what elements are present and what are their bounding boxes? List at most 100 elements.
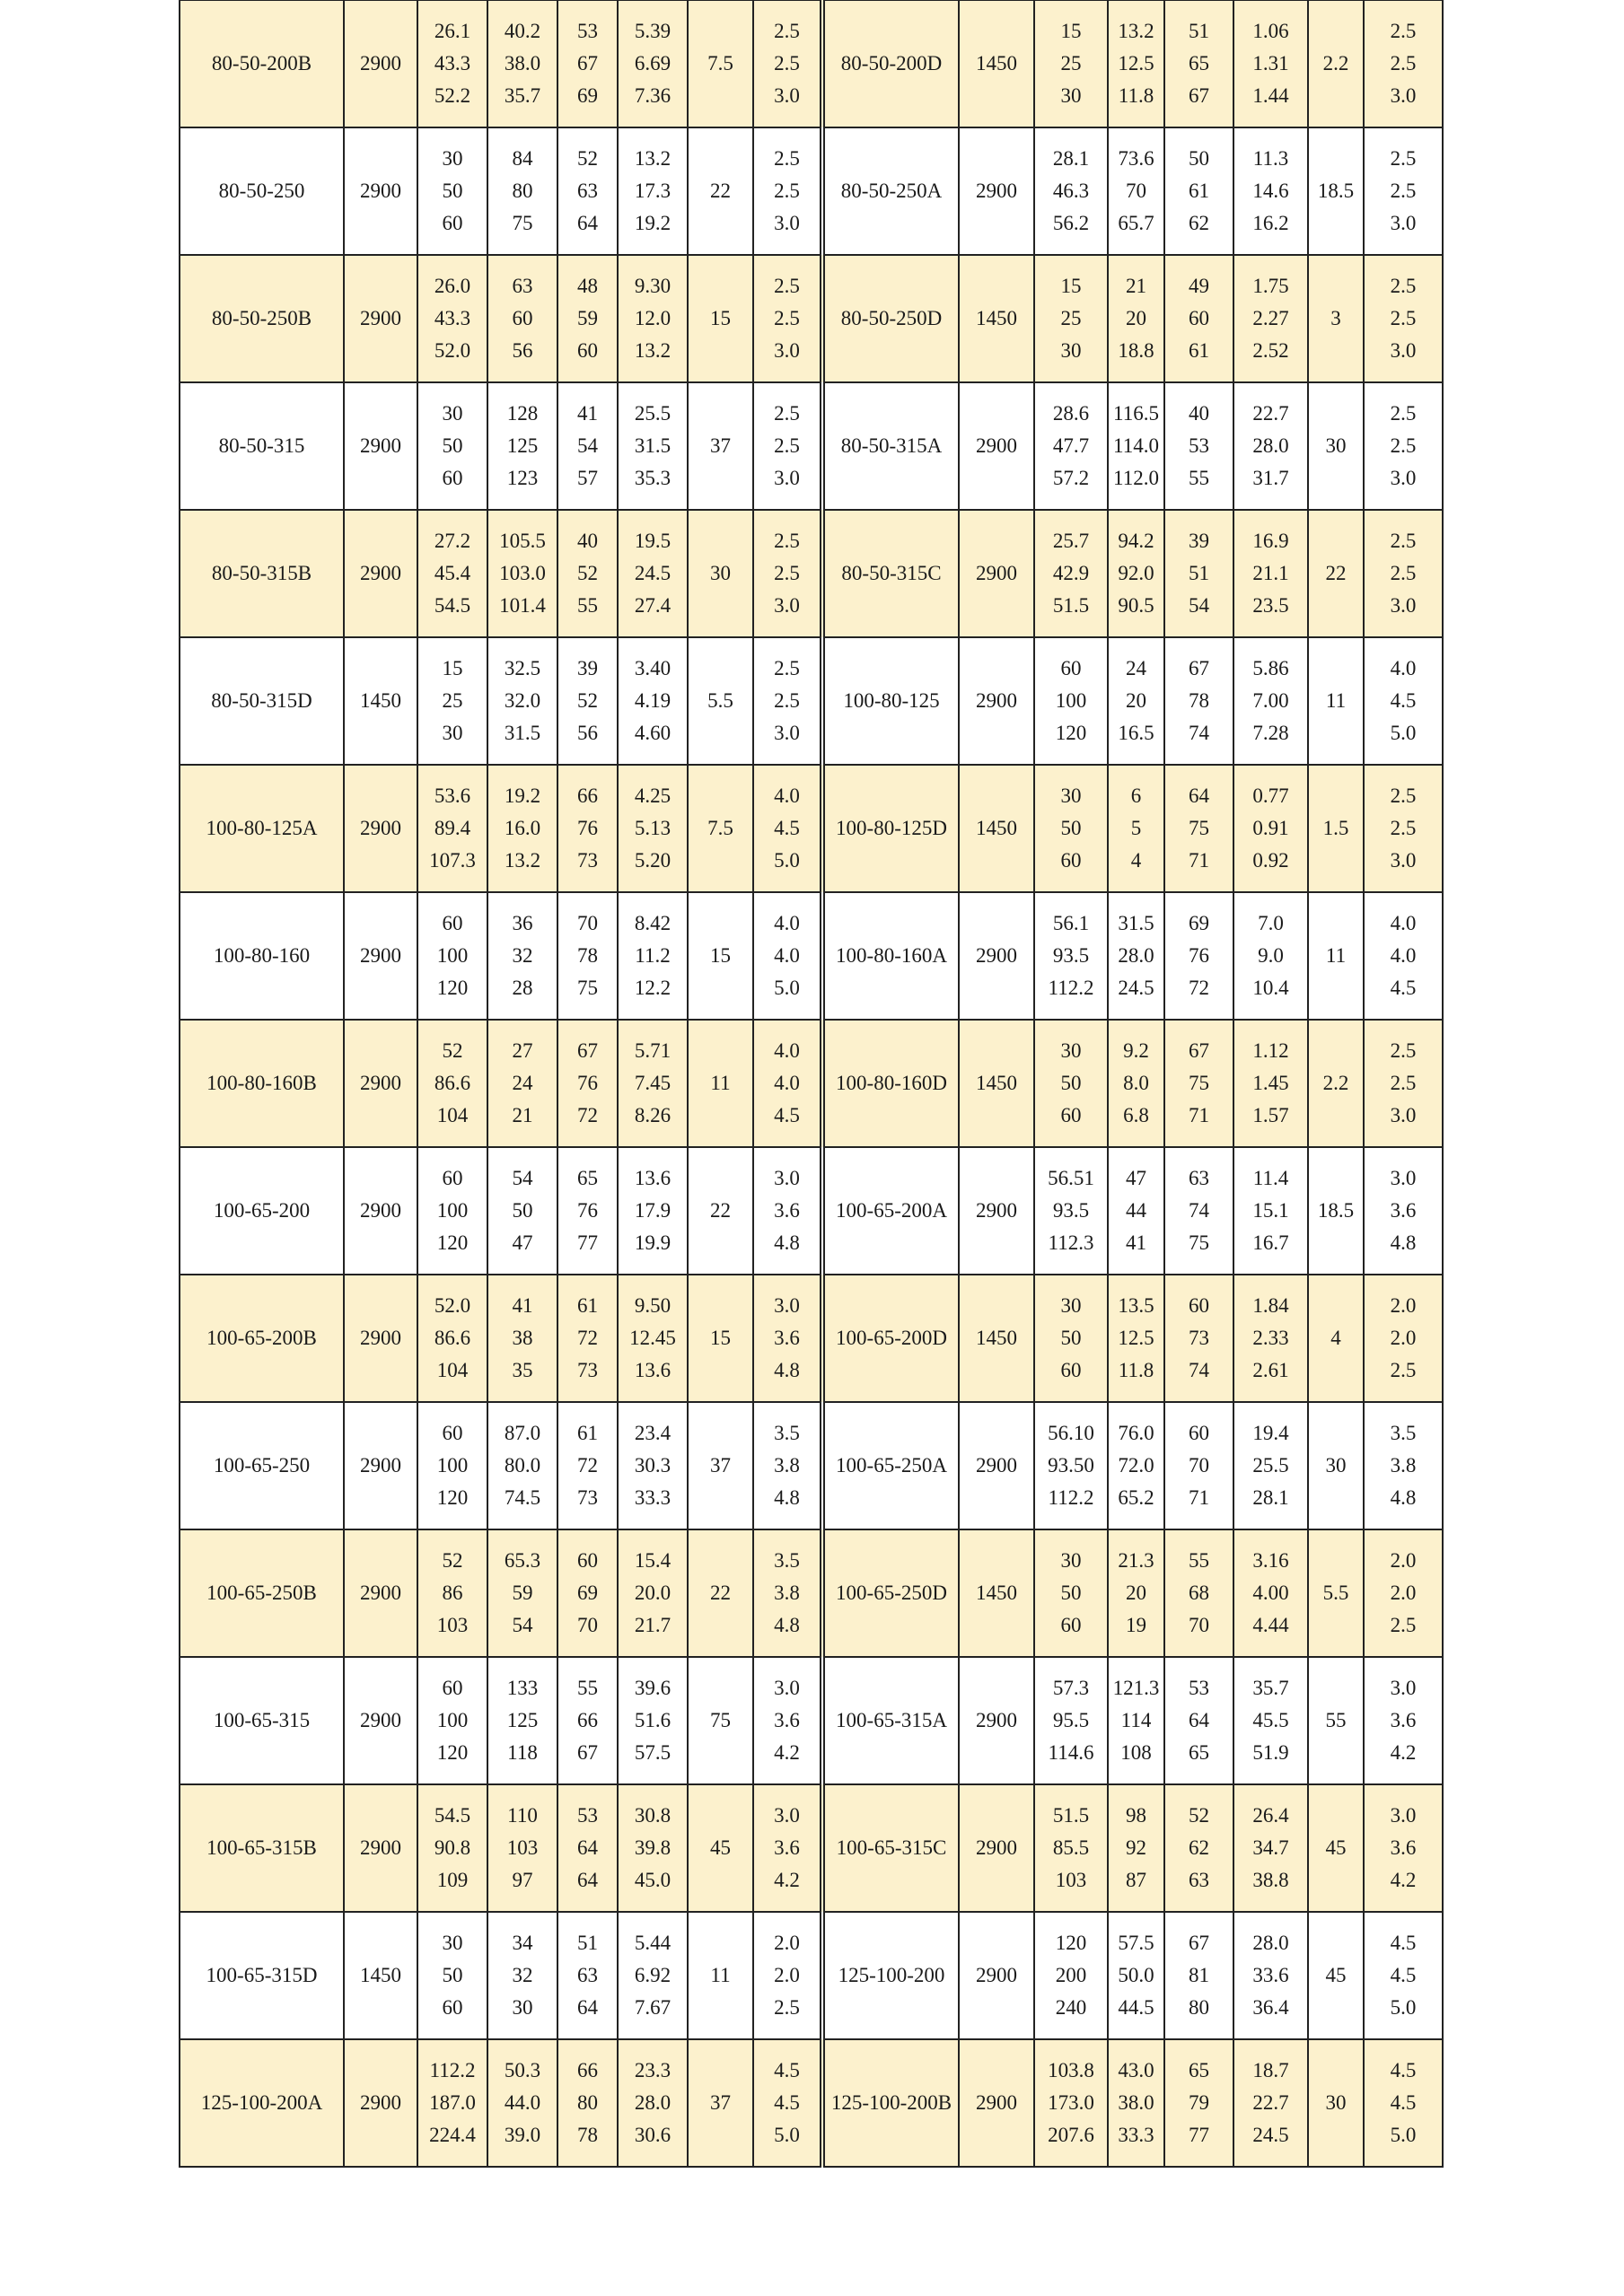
npsh-value: 4.5: [1390, 689, 1417, 712]
shaft-value: 6.69: [634, 52, 672, 74]
eff-value: 78: [577, 944, 598, 967]
shaft-value: 4.19: [634, 689, 672, 712]
npsh-value: 3.5: [774, 1549, 800, 1572]
npsh-value: 2.5: [1390, 307, 1417, 329]
left-npsh-cell: 2.5 2.5 3.0: [752, 636, 823, 766]
eff-value: 53: [1189, 1677, 1209, 1699]
left-npsh-cell: 3.0 3.6 4.2: [752, 1656, 823, 1785]
flow-value: 103: [436, 1614, 469, 1636]
left-eff-cell: 41 54 57: [557, 381, 619, 511]
left-eff-cell: 55 66 67: [557, 1656, 619, 1785]
flow-value: 28.1: [1052, 147, 1090, 170]
left-motor-cell: 30: [687, 509, 754, 638]
shaft-value: 39.6: [634, 1677, 672, 1699]
head-value: 128: [506, 402, 539, 425]
right-npsh-cell: 4.5 4.5 5.0: [1363, 1911, 1444, 2040]
left-eff-cell: 51 63 64: [557, 1911, 619, 2040]
right-motor-cell: 18.5: [1307, 1146, 1365, 1275]
npsh-value: 2.0: [774, 1964, 800, 1986]
table-row: 100-65-250 2900 60 100 120 87.0 80.0 74.5 61 72 73…: [179, 1401, 1444, 1530]
shaft-value: 18.7: [1252, 2059, 1289, 2081]
npsh-value: 2.5: [774, 147, 800, 170]
flow-value: 53.6: [434, 784, 471, 807]
head-value: 105.5: [499, 530, 546, 552]
npsh-value: 2.5: [774, 657, 800, 679]
eff-value: 77: [577, 1231, 598, 1254]
shaft-value: 21.1: [1252, 562, 1289, 584]
right-model-cell: 100-80-160A: [820, 891, 960, 1021]
left-npsh-cell: 3.0 3.6 4.2: [752, 1783, 823, 1913]
head-value: 92: [1126, 1836, 1146, 1859]
eff-value: 67: [1189, 1932, 1209, 1954]
shaft-value: 7.36: [634, 84, 672, 107]
head-value: 36: [512, 912, 533, 934]
shaft-value: 16.2: [1252, 212, 1289, 234]
eff-value: 61: [1189, 180, 1209, 202]
left-flow-cell: 60 100 120: [417, 1656, 488, 1785]
head-value: 47: [512, 1231, 533, 1254]
eff-value: 55: [1189, 467, 1209, 489]
shaft-value: 12.0: [634, 307, 672, 329]
flow-value: 30: [442, 722, 463, 744]
eff-value: 52: [577, 562, 598, 584]
right-flow-cell: 56.51 93.5 112.3: [1033, 1146, 1109, 1275]
shaft-value: 7.28: [1252, 722, 1289, 744]
left-eff-cell: 48 59 60: [557, 254, 619, 383]
npsh-value: 4.5: [1390, 1932, 1417, 1954]
flow-value: 112.2: [429, 2059, 476, 2081]
npsh-value: 3.0: [1390, 84, 1417, 107]
npsh-value: 4.5: [1390, 2091, 1417, 2114]
eff-value: 70: [577, 1614, 598, 1636]
shaft-value: 16.9: [1252, 530, 1289, 552]
right-speed-cell: 2900: [958, 1656, 1035, 1785]
head-value: 65.3: [504, 1549, 541, 1572]
npsh-value: 2.5: [774, 434, 800, 457]
eff-value: 48: [577, 275, 598, 297]
table-row: 80-50-315 2900 30 50 60 128 125 123 41 54 57 25.5 31…: [179, 381, 1444, 511]
eff-value: 63: [1189, 1869, 1209, 1891]
npsh-value: 2.5: [1390, 562, 1417, 584]
npsh-value: 2.0: [1390, 1549, 1417, 1572]
shaft-value: 45.5: [1252, 1709, 1289, 1731]
npsh-value: 3.0: [1390, 849, 1417, 872]
right-speed-cell: 2900: [958, 509, 1035, 638]
eff-value: 71: [1189, 1104, 1209, 1126]
flow-value: 50: [442, 434, 463, 457]
left-npsh-cell: 2.5 2.5 3.0: [752, 0, 823, 128]
left-shaft-cell: 15.4 20.0 21.7: [617, 1529, 689, 1658]
left-flow-cell: 54.5 90.8 109: [417, 1783, 488, 1913]
npsh-value: 2.5: [774, 307, 800, 329]
head-value: 39.0: [504, 2124, 541, 2146]
left-shaft-cell: 5.39 6.69 7.36: [617, 0, 689, 128]
left-shaft-cell: 30.8 39.8 45.0: [617, 1783, 689, 1913]
left-eff-cell: 67 76 72: [557, 1019, 619, 1148]
left-motor-cell: 22: [687, 127, 754, 256]
flow-value: 120: [436, 977, 469, 999]
right-flow-cell: 28.1 46.3 56.2: [1033, 127, 1109, 256]
right-eff-cell: 63 74 75: [1163, 1146, 1234, 1275]
shaft-value: 22.7: [1252, 402, 1289, 425]
left-motor-cell: 15: [687, 891, 754, 1021]
eff-value: 60: [1189, 1422, 1209, 1444]
npsh-value: 3.6: [774, 1836, 800, 1859]
npsh-value: 3.8: [1390, 1454, 1417, 1477]
left-head-cell: 19.2 16.0 13.2: [487, 764, 558, 893]
pump-performance-table: 80-50-200B 2900 26.1 43.3 52.2 40.2 38.0 35.7 53…: [179, 0, 1444, 2168]
right-motor-cell: 11: [1307, 891, 1365, 1021]
head-value: 56: [512, 339, 533, 362]
right-flow-cell: 56.10 93.50 112.2: [1033, 1401, 1109, 1530]
npsh-value: 2.5: [774, 52, 800, 74]
right-head-cell: 43.0 38.0 33.3: [1107, 2038, 1165, 2168]
left-head-cell: 32.5 32.0 31.5: [487, 636, 558, 766]
npsh-value: 2.5: [774, 562, 800, 584]
flow-value: 104: [436, 1104, 469, 1126]
shaft-value: 11.2: [635, 944, 671, 967]
right-head-cell: 76.0 72.0 65.2: [1107, 1401, 1165, 1530]
npsh-value: 4.8: [774, 1486, 800, 1509]
head-value: 110: [507, 1804, 538, 1827]
npsh-value: 3.8: [774, 1454, 800, 1477]
npsh-value: 2.5: [1390, 1039, 1417, 1062]
npsh-value: 3.6: [1390, 1199, 1417, 1222]
right-flow-cell: 25.7 42.9 51.5: [1033, 509, 1109, 638]
flow-value: 60: [1060, 1104, 1082, 1126]
